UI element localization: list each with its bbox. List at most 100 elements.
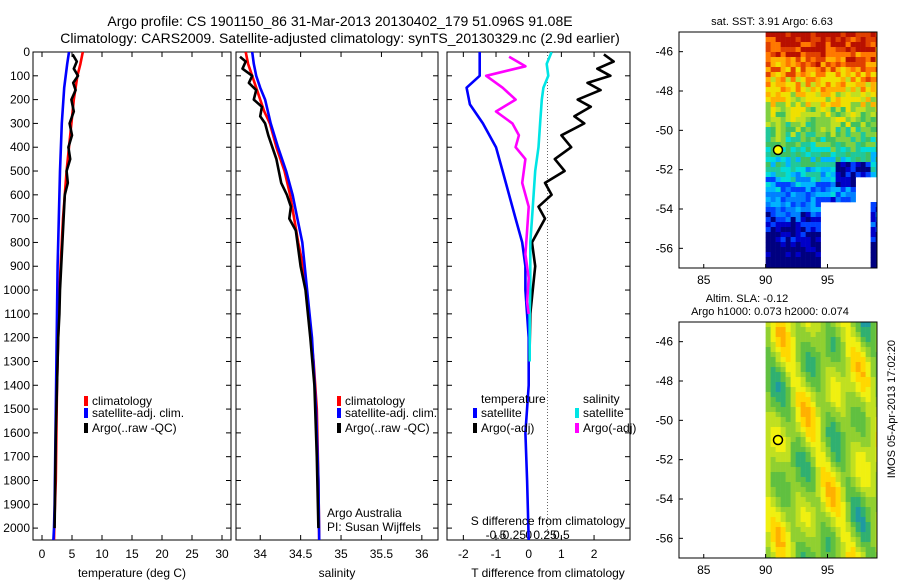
- map-cell: [785, 387, 791, 393]
- map-cell: [765, 462, 771, 468]
- map-cell: [810, 227, 816, 233]
- map-cell: [780, 52, 786, 58]
- map-cell: [810, 62, 816, 68]
- map-cell: [805, 207, 811, 213]
- map-cell: [790, 32, 796, 38]
- map-cell: [835, 342, 841, 348]
- map-cell: [765, 542, 771, 548]
- map-cell: [785, 502, 791, 508]
- map-cell: [830, 437, 836, 443]
- map-cell: [825, 347, 831, 353]
- map-cell: [785, 547, 791, 553]
- map-cell: [870, 212, 876, 218]
- legend-swatch-t-argo: [473, 423, 477, 433]
- map-cell: [845, 162, 851, 168]
- map-cell: [790, 42, 796, 48]
- map-cell: [860, 392, 866, 398]
- map-cell: [800, 242, 806, 248]
- map-cell: [765, 137, 771, 143]
- map-cell: [815, 172, 821, 178]
- map-cell: [875, 102, 877, 108]
- map-cell: [790, 462, 796, 468]
- map-cell: [840, 82, 846, 88]
- map-cell: [850, 547, 856, 553]
- map-cell: [790, 157, 796, 163]
- map-cell: [790, 112, 796, 118]
- map-cell: [810, 342, 816, 348]
- map-cell: [830, 32, 836, 38]
- map-cell: [795, 97, 801, 103]
- map-cell: [870, 132, 876, 138]
- map-cell: [860, 487, 866, 493]
- map-cell: [780, 187, 786, 193]
- map-cell: [820, 117, 826, 123]
- map-cell: [800, 222, 806, 228]
- map-cell: [875, 402, 877, 408]
- map-cell: [780, 92, 786, 98]
- map-cell: [830, 447, 836, 453]
- map-cell: [805, 177, 811, 183]
- map-cell: [770, 217, 776, 223]
- map-cell: [855, 502, 861, 508]
- map-cell: [810, 507, 816, 513]
- map-cell: [840, 552, 846, 558]
- map-cell: [800, 152, 806, 158]
- map-cell: [875, 202, 877, 208]
- map-cell: [800, 347, 806, 353]
- map-cell: [785, 192, 791, 198]
- map-cell: [850, 132, 856, 138]
- map-cell: [805, 257, 811, 263]
- map-cell: [840, 52, 846, 58]
- map-cell: [795, 432, 801, 438]
- map-cell: [795, 42, 801, 48]
- map-cell: [785, 497, 791, 503]
- map-cell: [875, 542, 877, 548]
- map-cell: [850, 392, 856, 398]
- map-cell: [860, 372, 866, 378]
- map-cell: [770, 142, 776, 148]
- map-cell: [790, 497, 796, 503]
- map-cell: [875, 397, 877, 403]
- map-cell: [870, 42, 876, 48]
- map-cell: [835, 82, 841, 88]
- map-cell: [790, 192, 796, 198]
- map-cell: [835, 37, 841, 43]
- map-cell: [840, 522, 846, 528]
- series-line-s-argo-adj-: [484, 55, 531, 315]
- map-cell: [815, 262, 821, 268]
- map-cell: [825, 512, 831, 518]
- y-tick-label: 600: [10, 188, 30, 202]
- map-cell: [870, 92, 876, 98]
- map-cell: [850, 67, 856, 73]
- map-cell: [850, 152, 856, 158]
- map-cell: [835, 527, 841, 533]
- map-cell: [860, 432, 866, 438]
- map-cell: [865, 442, 871, 448]
- map-cell: [825, 442, 831, 448]
- y-tick-label: -54: [656, 492, 674, 506]
- map-cell: [860, 512, 866, 518]
- map-cell: [850, 162, 856, 168]
- map-cell: [835, 502, 841, 508]
- map-cell: [770, 232, 776, 238]
- map-cell: [830, 137, 836, 143]
- map-cell: [765, 392, 771, 398]
- map-cell: [875, 47, 877, 53]
- map-cell: [780, 232, 786, 238]
- map-cell: [800, 377, 806, 383]
- map-cell: [785, 517, 791, 523]
- map-cell: [770, 67, 776, 73]
- map-cell: [800, 32, 806, 38]
- map-cell: [875, 497, 877, 503]
- map-cell: [855, 417, 861, 423]
- map-cell: [840, 187, 846, 193]
- map-cell: [785, 242, 791, 248]
- map-cell: [765, 467, 771, 473]
- map-cell: [795, 177, 801, 183]
- map-cell: [825, 132, 831, 138]
- map-cell: [835, 522, 841, 528]
- map-cell: [830, 512, 836, 518]
- legend-label-s-argo: Argo(-adj): [583, 421, 636, 435]
- map-cell: [875, 82, 877, 88]
- map-cell: [780, 412, 786, 418]
